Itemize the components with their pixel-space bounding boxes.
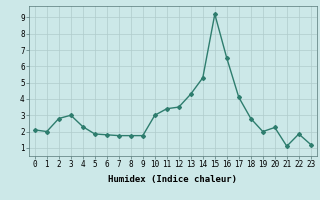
X-axis label: Humidex (Indice chaleur): Humidex (Indice chaleur) [108,175,237,184]
